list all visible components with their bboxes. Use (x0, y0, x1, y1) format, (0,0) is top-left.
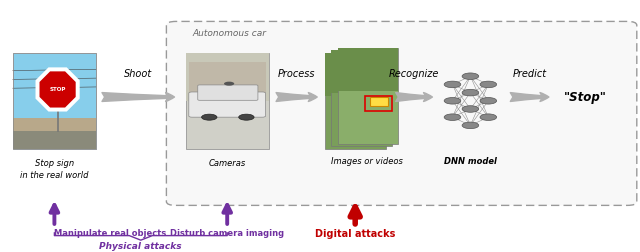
Text: Physical attacks: Physical attacks (99, 242, 182, 251)
Text: in the real world: in the real world (20, 171, 89, 180)
FancyBboxPatch shape (332, 50, 392, 146)
FancyBboxPatch shape (338, 48, 398, 91)
Circle shape (444, 81, 461, 88)
FancyBboxPatch shape (325, 53, 385, 149)
Text: Images or videos: Images or videos (331, 158, 403, 167)
FancyBboxPatch shape (332, 50, 392, 93)
FancyBboxPatch shape (189, 92, 266, 117)
Text: Manipulate real objects: Manipulate real objects (54, 229, 166, 238)
FancyBboxPatch shape (189, 62, 266, 96)
Circle shape (224, 82, 234, 86)
Circle shape (444, 114, 461, 120)
Circle shape (202, 114, 217, 120)
FancyBboxPatch shape (186, 53, 269, 149)
Circle shape (480, 81, 497, 88)
Text: Process: Process (278, 69, 316, 79)
Text: STOP: STOP (49, 87, 66, 92)
FancyBboxPatch shape (13, 53, 96, 149)
Circle shape (462, 89, 479, 96)
Polygon shape (38, 71, 77, 108)
Circle shape (462, 122, 479, 129)
Text: DNN model: DNN model (444, 158, 497, 167)
Circle shape (444, 98, 461, 104)
FancyBboxPatch shape (198, 85, 258, 100)
Circle shape (462, 73, 479, 80)
Text: Recognize: Recognize (389, 69, 439, 79)
Circle shape (480, 114, 497, 120)
FancyBboxPatch shape (325, 53, 385, 96)
Text: Digital attacks: Digital attacks (315, 229, 396, 239)
FancyBboxPatch shape (370, 97, 388, 106)
Text: Cameras: Cameras (209, 159, 246, 168)
Text: Autonomous car: Autonomous car (192, 29, 266, 38)
Text: Predict: Predict (513, 69, 547, 79)
FancyBboxPatch shape (13, 132, 96, 149)
Text: Disturb camera imaging: Disturb camera imaging (170, 229, 284, 238)
FancyBboxPatch shape (13, 118, 96, 149)
Text: Stop sign: Stop sign (35, 159, 74, 168)
FancyBboxPatch shape (186, 53, 269, 101)
FancyBboxPatch shape (166, 21, 637, 205)
Circle shape (239, 114, 254, 120)
FancyBboxPatch shape (338, 48, 398, 144)
Text: Shoot: Shoot (124, 69, 152, 79)
Circle shape (480, 98, 497, 104)
Text: "Stop": "Stop" (564, 90, 607, 104)
Circle shape (462, 106, 479, 112)
